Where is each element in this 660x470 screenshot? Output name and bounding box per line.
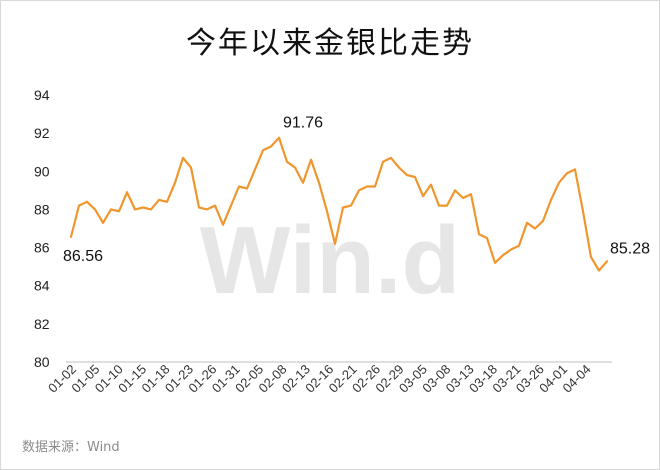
- y-tick-label: 92: [34, 125, 50, 141]
- data-point: [510, 248, 512, 251]
- y-tick-label: 94: [34, 87, 50, 103]
- data-point: [110, 208, 112, 211]
- data-point: [526, 221, 528, 224]
- data-point: [198, 206, 200, 209]
- data-point: [390, 157, 392, 159]
- data-point: [238, 185, 240, 188]
- data-labels: 86.56 91.76 85.28: [63, 115, 650, 265]
- data-point: [294, 166, 296, 169]
- data-point: [430, 183, 432, 186]
- data-point: [126, 191, 128, 194]
- data-point: [542, 219, 544, 222]
- data-point: [558, 181, 560, 184]
- data-point: [566, 172, 568, 175]
- data-label: 85.28: [610, 240, 650, 257]
- data-point: [278, 136, 280, 139]
- data-point: [366, 185, 368, 188]
- data-point: [438, 204, 440, 207]
- data-point: [286, 160, 288, 163]
- data-point: [406, 174, 408, 177]
- data-point: [102, 221, 104, 224]
- data-point: [502, 254, 504, 257]
- data-point: [174, 181, 176, 184]
- data-point: [414, 176, 416, 178]
- data-point: [214, 204, 216, 207]
- chart-title: 今年以来金银比走势: [186, 26, 474, 61]
- data-point: [398, 166, 400, 169]
- data-point: [574, 168, 576, 171]
- data-point: [486, 237, 488, 239]
- data-point: [326, 210, 328, 213]
- data-point: [518, 244, 520, 247]
- data-point: [470, 193, 472, 196]
- data-point: [254, 168, 256, 171]
- data-point: [190, 166, 192, 169]
- data-point: [78, 204, 80, 207]
- data-point: [86, 200, 88, 203]
- data-point: [550, 198, 552, 201]
- y-tick-label: 84: [34, 278, 50, 294]
- data-point: [318, 181, 320, 184]
- y-tick-label: 88: [34, 201, 50, 217]
- data-point: [94, 208, 96, 211]
- data-source: 数据来源：Wind: [22, 440, 120, 455]
- data-point: [270, 145, 272, 148]
- data-point: [302, 181, 304, 184]
- data-point: [342, 206, 344, 209]
- series-polyline: [69, 136, 609, 272]
- data-point: [246, 187, 248, 190]
- data-point: [334, 242, 336, 245]
- data-point: [134, 208, 136, 211]
- data-point: [206, 208, 208, 211]
- data-point: [222, 223, 224, 226]
- data-point: [358, 189, 360, 192]
- data-point: [230, 204, 232, 207]
- data-point: [262, 149, 264, 152]
- y-tick-label: 82: [34, 316, 50, 332]
- data-point: [382, 160, 384, 163]
- y-tick-label: 80: [34, 354, 50, 370]
- data-point: [590, 256, 592, 259]
- data-point: [310, 158, 312, 161]
- data-point: [478, 233, 480, 236]
- y-tick-label: 90: [34, 163, 50, 179]
- data-point: [142, 206, 144, 209]
- data-point: [454, 189, 456, 192]
- data-label: 86.56: [63, 248, 103, 265]
- data-point: [182, 157, 184, 159]
- data-point: [350, 204, 352, 207]
- data-label: 91.76: [283, 115, 323, 132]
- x-axis: 01-0201-0501-1001-1501-1801-2301-2601-31…: [45, 361, 612, 396]
- data-point: [118, 210, 120, 213]
- data-point: [606, 260, 608, 263]
- data-point: [582, 210, 584, 213]
- series-line: [69, 136, 609, 272]
- data-point: [462, 197, 464, 199]
- data-point: [150, 208, 152, 211]
- data-point: [158, 198, 160, 201]
- data-point: [374, 185, 376, 188]
- y-tick-label: 86: [34, 240, 50, 256]
- data-point: [534, 227, 536, 230]
- data-point: [598, 269, 600, 272]
- data-point: [70, 235, 72, 238]
- data-point: [422, 195, 424, 197]
- data-point: [494, 261, 496, 264]
- y-axis: 80 82 84 86 88 90 92 94: [34, 87, 50, 370]
- data-point: [446, 204, 448, 207]
- data-point: [166, 200, 168, 203]
